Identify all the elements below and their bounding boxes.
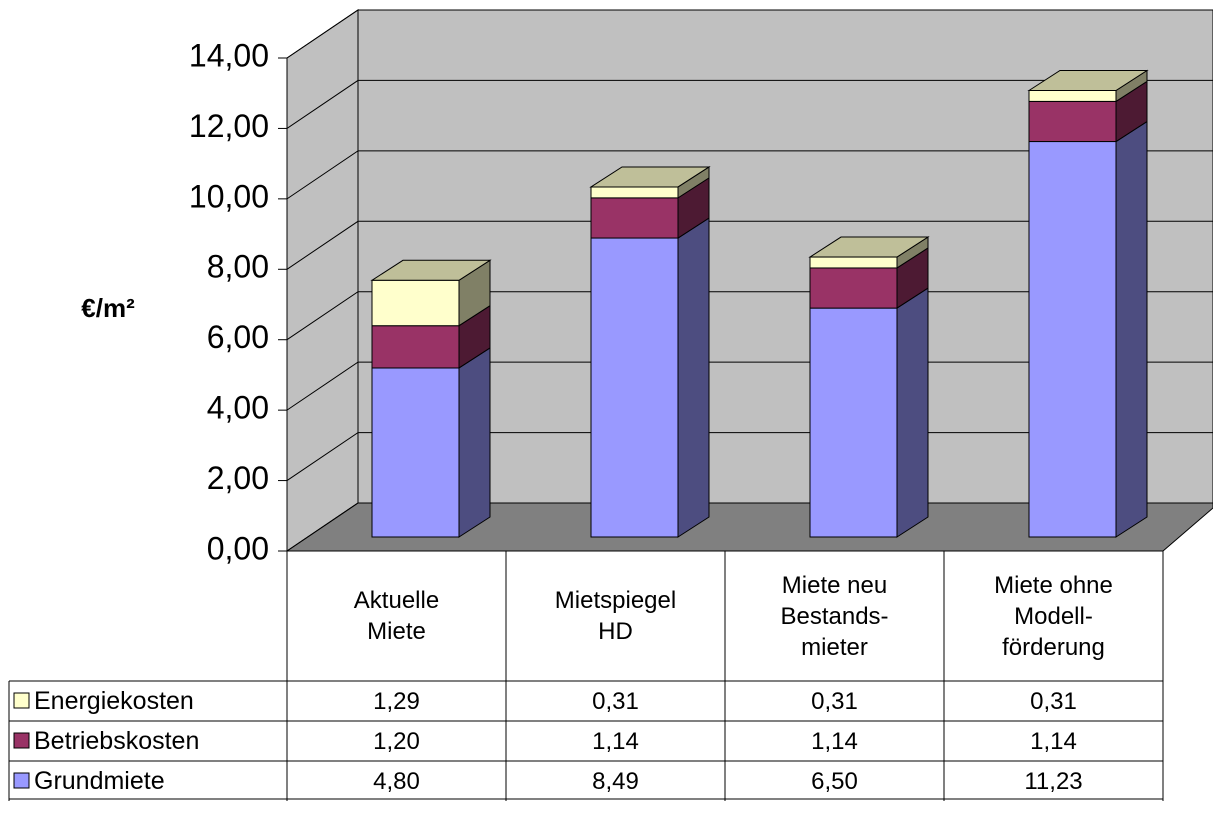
y-tick-label: 2,00: [207, 460, 269, 496]
table-value: 4,80: [373, 767, 420, 795]
bar-top: [1027, 69, 1149, 91]
bar-side: [896, 287, 929, 538]
bar-side: [677, 217, 710, 538]
grid-line: [286, 9, 1213, 59]
y-tick-label: 12,00: [189, 108, 269, 144]
bar: [371, 367, 460, 538]
table-value: 8,49: [592, 767, 639, 795]
table-value: 1,20: [373, 727, 420, 755]
grid-line: [286, 150, 1213, 200]
category-label: Miete ohne Modell- förderung: [994, 571, 1113, 661]
side-wall: [286, 9, 359, 552]
table-value: 1,14: [1030, 727, 1077, 755]
y-axis-label: €/m²: [81, 293, 135, 323]
category-label: Mietspiegel HD: [554, 587, 677, 645]
bar: [809, 267, 898, 309]
y-tick-label: 0,00: [207, 530, 269, 566]
category-label: Aktuelle Miete: [353, 587, 440, 645]
legend-label: Betriebskosten: [34, 726, 200, 755]
bar: [590, 186, 679, 199]
legend-swatch: [13, 772, 30, 789]
table-value: 0,31: [1030, 687, 1077, 715]
bar: [1028, 141, 1117, 538]
category-label: Miete neu Bestands- mieter: [780, 571, 889, 661]
bar-top: [370, 259, 492, 281]
bar-top: [589, 166, 711, 188]
legend-swatch: [13, 732, 30, 749]
bar: [371, 325, 460, 369]
bar: [809, 307, 898, 538]
bar: [590, 197, 679, 239]
y-tick-label: 10,00: [189, 178, 269, 214]
table-value: 11,23: [1024, 767, 1083, 795]
bar: [1028, 100, 1117, 143]
legend-swatch: [13, 692, 30, 709]
table-value: 1,29: [373, 687, 420, 715]
bar: [371, 279, 460, 327]
y-tick-label: 6,00: [207, 319, 269, 355]
bar: [1028, 89, 1117, 102]
y-tick-label: 8,00: [207, 249, 269, 285]
table-value: 1,14: [811, 727, 858, 755]
bar: [590, 237, 679, 538]
y-tick-label: 4,00: [207, 390, 269, 426]
bar-top: [808, 236, 930, 258]
table-value: 0,31: [592, 687, 639, 715]
bar-side: [458, 347, 491, 538]
table-value: 0,31: [811, 687, 858, 715]
grid-line: [286, 79, 1213, 129]
table-value: 1,14: [592, 727, 639, 755]
bar-side: [1115, 120, 1148, 538]
legend-label: Grundmiete: [34, 766, 165, 795]
legend-label: Energiekosten: [34, 686, 194, 715]
table-value: 6,50: [811, 767, 858, 795]
bar: [809, 256, 898, 269]
y-tick-label: 14,00: [189, 37, 269, 73]
grid-line: [286, 220, 1213, 270]
